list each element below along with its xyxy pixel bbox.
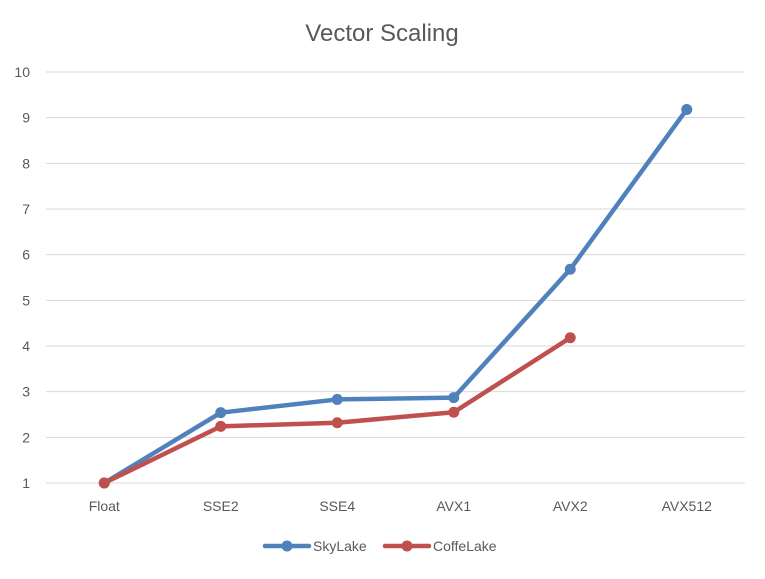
series-line xyxy=(102,335,573,486)
y-tick-label: 4 xyxy=(22,338,30,354)
data-point xyxy=(448,392,460,404)
x-tick-label: AVX2 xyxy=(553,498,588,514)
y-tick-label: 5 xyxy=(22,292,30,308)
x-axis: Float SSE2 SSE4 AVX1 AVX2 AVX512 xyxy=(89,498,712,514)
y-tick-label: 2 xyxy=(22,429,30,445)
series-group xyxy=(98,103,693,489)
series-skylake xyxy=(98,103,693,489)
gridlines xyxy=(46,71,745,484)
y-tick-label: 8 xyxy=(22,155,30,171)
data-point xyxy=(331,417,343,429)
data-point xyxy=(448,406,460,418)
legend: SkyLake CoffeLake xyxy=(262,538,497,554)
x-tick-label: AVX1 xyxy=(436,498,471,514)
data-point xyxy=(215,407,227,419)
legend-item: CoffeLake xyxy=(382,538,497,554)
series-coffelake xyxy=(98,332,576,489)
data-point xyxy=(98,477,110,489)
data-point xyxy=(564,263,576,275)
data-point xyxy=(681,103,693,115)
y-tick-label: 1 xyxy=(22,475,30,491)
y-tick-label: 9 xyxy=(22,110,30,126)
data-point xyxy=(331,393,343,405)
data-point xyxy=(215,420,227,432)
x-tick-label: AVX512 xyxy=(662,498,713,514)
y-tick-label: 10 xyxy=(14,64,30,80)
series-line xyxy=(102,107,689,486)
x-tick-label: Float xyxy=(89,498,120,514)
y-tick-label: 6 xyxy=(22,247,30,263)
y-tick-label: 7 xyxy=(22,201,30,217)
y-tick-label: 3 xyxy=(22,384,30,400)
legend-label: SkyLake xyxy=(313,538,367,554)
data-point xyxy=(564,332,576,344)
x-tick-label: SSE4 xyxy=(319,498,355,514)
legend-marker xyxy=(401,540,413,552)
legend-marker xyxy=(281,540,293,552)
legend-item: SkyLake xyxy=(262,538,367,554)
chart-title: Vector Scaling xyxy=(305,20,458,47)
x-tick-label: SSE2 xyxy=(203,498,239,514)
legend-label: CoffeLake xyxy=(433,538,497,554)
y-axis: 1 2 3 4 5 6 7 8 9 10 xyxy=(14,64,30,491)
